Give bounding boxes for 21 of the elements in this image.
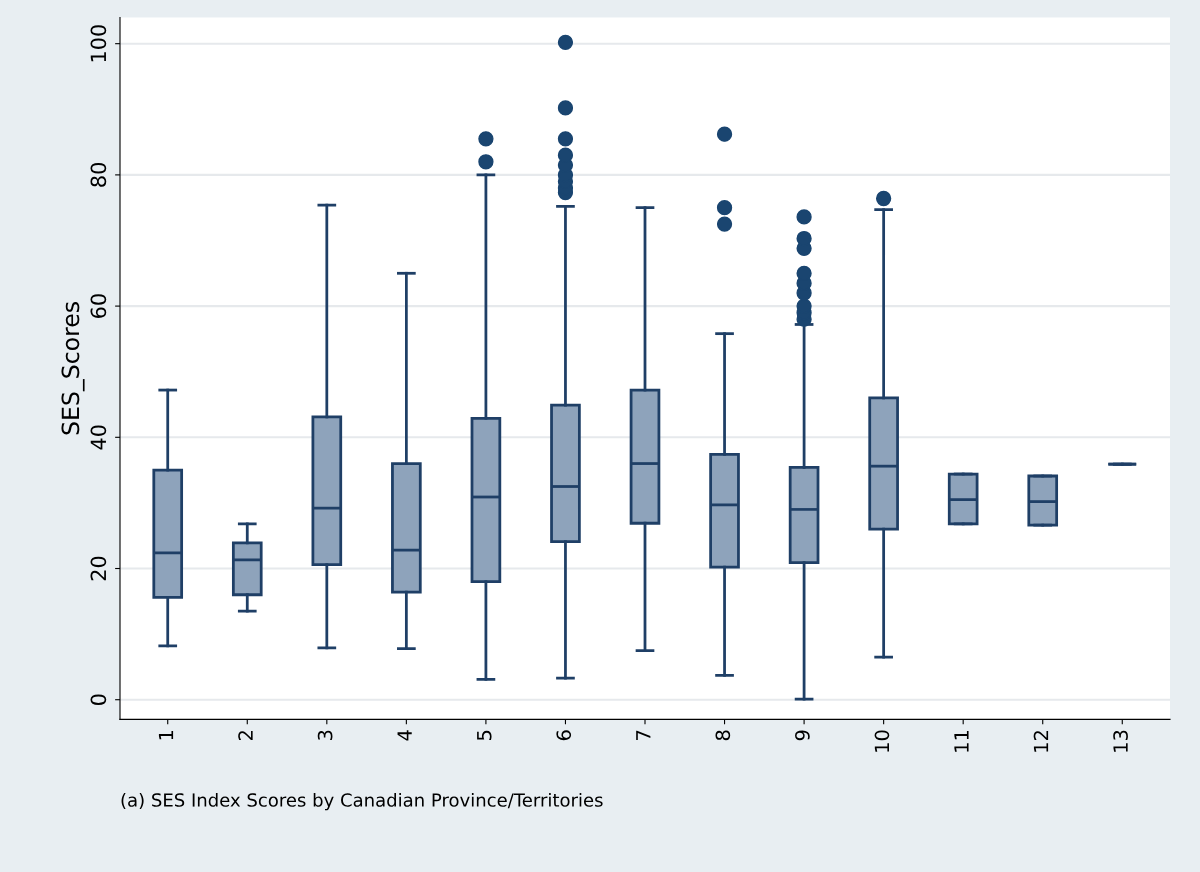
y-tick-label: 100 [90,25,107,62]
y-tick-label: 80 [90,163,107,187]
x-tick-label: 8 [715,730,731,741]
x-tick-label: 4 [397,730,412,741]
y-tick-label: 60 [90,294,107,318]
x-tick-label: 11 [954,730,969,752]
x-tick-label: 12 [1033,731,1049,752]
y-axis-title: SES_Scores [61,302,85,435]
x-tick-label: 2 [238,731,253,741]
x-tick-label: 7 [636,730,651,740]
x-tick-label: 10 [874,730,890,752]
y-tick-label: 40 [90,425,107,450]
x-tick-label: 13 [1113,730,1128,752]
x-tick-label: 5 [477,730,492,740]
x-tick-label: 9 [795,730,810,741]
x-tick-label: 1 [158,730,174,740]
y-tick-label: 0 [90,694,107,705]
x-tick-label: 6 [556,730,572,741]
y-tick-label: 20 [90,556,107,581]
x-tick-label: 3 [317,730,333,741]
text: (a) SES Index Scores by Canadian Province/Territories [121,792,603,811]
